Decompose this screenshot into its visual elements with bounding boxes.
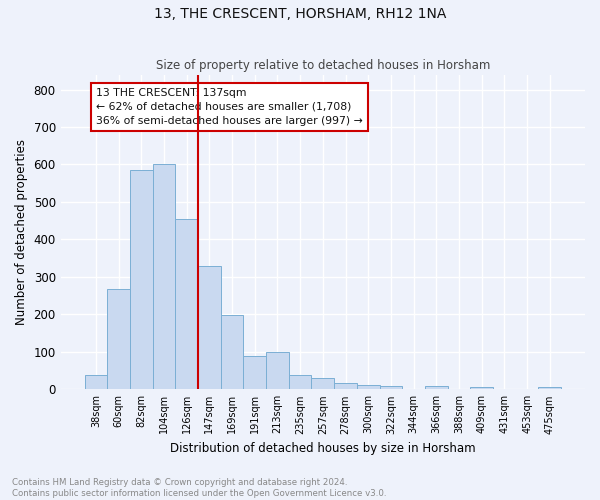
Bar	[107, 290, 130, 390]
Bar	[85, 375, 107, 390]
Bar	[538, 386, 561, 390]
Bar	[244, 356, 266, 390]
Text: Contains HM Land Registry data © Crown copyright and database right 2024.
Contai: Contains HM Land Registry data © Crown c…	[12, 478, 386, 498]
Bar	[425, 386, 448, 390]
Bar	[152, 164, 175, 390]
X-axis label: Distribution of detached houses by size in Horsham: Distribution of detached houses by size …	[170, 442, 476, 455]
Bar	[130, 170, 152, 390]
Bar	[175, 219, 198, 390]
Text: 13 THE CRESCENT: 137sqm
← 62% of detached houses are smaller (1,708)
36% of semi: 13 THE CRESCENT: 137sqm ← 62% of detache…	[97, 88, 363, 126]
Bar	[266, 352, 289, 390]
Bar	[289, 375, 311, 390]
Bar	[221, 316, 244, 390]
Bar	[380, 386, 402, 390]
Bar	[311, 378, 334, 390]
Bar	[357, 385, 380, 390]
Text: 13, THE CRESCENT, HORSHAM, RH12 1NA: 13, THE CRESCENT, HORSHAM, RH12 1NA	[154, 8, 446, 22]
Title: Size of property relative to detached houses in Horsham: Size of property relative to detached ho…	[155, 59, 490, 72]
Y-axis label: Number of detached properties: Number of detached properties	[15, 139, 28, 325]
Bar	[470, 388, 493, 390]
Bar	[334, 382, 357, 390]
Bar	[198, 266, 221, 390]
